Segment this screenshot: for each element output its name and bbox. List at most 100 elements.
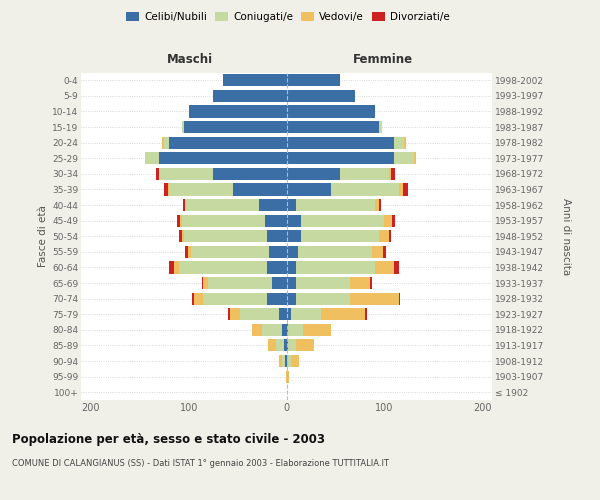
- Bar: [394, 152, 414, 164]
- Bar: [383, 246, 386, 258]
- Bar: [223, 74, 287, 86]
- Bar: [287, 230, 301, 242]
- Bar: [287, 292, 296, 304]
- Bar: [385, 214, 392, 226]
- Bar: [296, 277, 350, 289]
- Bar: [268, 340, 276, 351]
- Bar: [371, 246, 383, 258]
- Bar: [162, 136, 164, 149]
- Bar: [179, 230, 182, 242]
- Bar: [169, 262, 174, 274]
- Bar: [296, 199, 374, 211]
- Text: Maschi: Maschi: [167, 54, 213, 66]
- Y-axis label: Anni di nascita: Anni di nascita: [560, 198, 571, 275]
- Bar: [182, 214, 265, 226]
- Bar: [179, 262, 267, 274]
- Bar: [202, 277, 203, 289]
- Bar: [389, 168, 391, 180]
- Bar: [287, 355, 292, 367]
- Bar: [298, 246, 371, 258]
- Bar: [208, 277, 272, 289]
- Bar: [262, 324, 281, 336]
- Bar: [184, 230, 267, 242]
- Bar: [379, 230, 389, 242]
- Bar: [272, 277, 287, 289]
- Bar: [292, 308, 321, 320]
- Bar: [289, 324, 303, 336]
- Bar: [287, 277, 296, 289]
- Bar: [145, 152, 159, 164]
- Bar: [169, 184, 233, 196]
- Bar: [182, 230, 184, 242]
- Bar: [194, 292, 203, 304]
- Bar: [185, 246, 188, 258]
- Bar: [379, 121, 382, 133]
- Bar: [233, 184, 287, 196]
- Bar: [278, 355, 281, 367]
- Bar: [287, 324, 289, 336]
- Bar: [391, 168, 395, 180]
- Bar: [188, 246, 191, 258]
- Bar: [230, 308, 239, 320]
- Bar: [188, 106, 287, 118]
- Bar: [287, 136, 394, 149]
- Bar: [287, 246, 298, 258]
- Bar: [213, 168, 287, 180]
- Bar: [183, 199, 185, 211]
- Bar: [287, 262, 296, 274]
- Bar: [203, 277, 208, 289]
- Bar: [157, 168, 159, 180]
- Bar: [365, 308, 367, 320]
- Bar: [392, 214, 395, 226]
- Bar: [287, 214, 301, 226]
- Bar: [399, 184, 403, 196]
- Bar: [379, 199, 382, 211]
- Bar: [321, 308, 365, 320]
- Bar: [191, 246, 269, 258]
- Bar: [374, 199, 379, 211]
- Bar: [267, 292, 287, 304]
- Bar: [169, 136, 287, 149]
- Bar: [287, 184, 331, 196]
- Bar: [296, 262, 374, 274]
- Bar: [284, 340, 287, 351]
- Bar: [213, 90, 287, 102]
- Bar: [182, 121, 184, 133]
- Bar: [394, 262, 399, 274]
- Bar: [184, 121, 287, 133]
- Bar: [185, 199, 186, 211]
- Bar: [301, 214, 385, 226]
- Bar: [370, 277, 371, 289]
- Bar: [414, 152, 416, 164]
- Bar: [389, 230, 391, 242]
- Bar: [164, 136, 169, 149]
- Bar: [177, 214, 180, 226]
- Text: Femmine: Femmine: [353, 54, 413, 66]
- Bar: [287, 370, 289, 382]
- Bar: [186, 199, 259, 211]
- Bar: [287, 106, 374, 118]
- Bar: [278, 308, 287, 320]
- Bar: [350, 292, 399, 304]
- Bar: [292, 355, 299, 367]
- Legend: Celibi/Nubili, Coniugati/e, Vedovi/e, Divorziati/e: Celibi/Nubili, Coniugati/e, Vedovi/e, Di…: [122, 8, 454, 26]
- Bar: [164, 184, 168, 196]
- Bar: [287, 90, 355, 102]
- Bar: [284, 355, 287, 367]
- Bar: [287, 308, 292, 320]
- Bar: [168, 184, 169, 196]
- Bar: [301, 230, 379, 242]
- Bar: [239, 308, 278, 320]
- Bar: [404, 136, 406, 149]
- Bar: [303, 324, 331, 336]
- Bar: [159, 152, 287, 164]
- Bar: [252, 324, 262, 336]
- Bar: [281, 324, 287, 336]
- Bar: [276, 340, 284, 351]
- Bar: [259, 199, 287, 211]
- Bar: [286, 370, 287, 382]
- Bar: [403, 184, 408, 196]
- Text: COMUNE DI CALANGIANUS (SS) - Dati ISTAT 1° gennaio 2003 - Elaborazione TUTTITALI: COMUNE DI CALANGIANUS (SS) - Dati ISTAT …: [12, 459, 389, 468]
- Bar: [394, 136, 404, 149]
- Bar: [287, 121, 379, 133]
